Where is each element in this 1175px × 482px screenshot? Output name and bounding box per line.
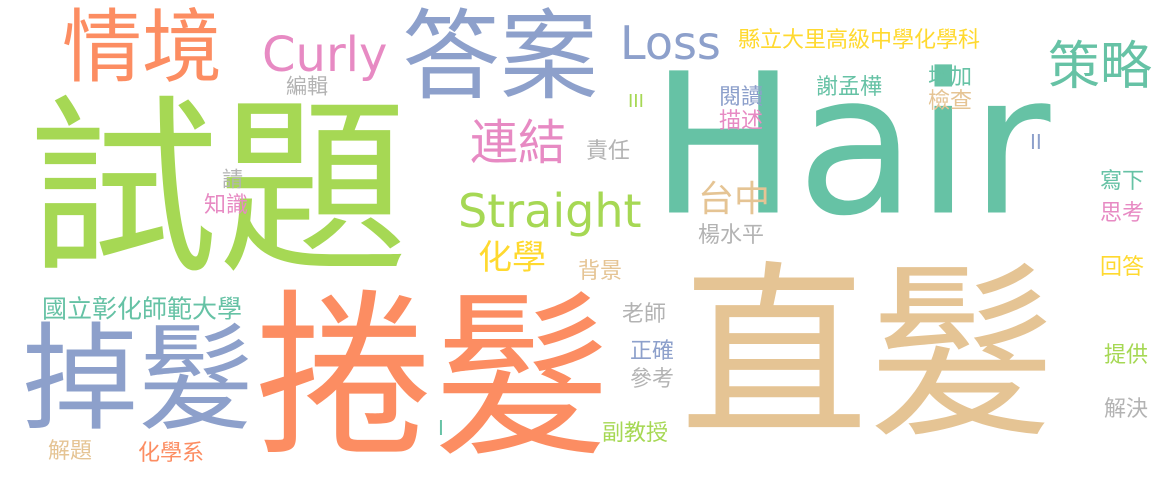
word-dali-school: 縣立大里高級中學化學科 — [738, 28, 981, 53]
word-roman-iii: III — [628, 91, 644, 112]
word-juanfa: 捲髮 — [255, 274, 611, 481]
word-jiejue: 解決 — [1104, 397, 1149, 422]
word-huida: 回答 — [1100, 255, 1145, 280]
word-daan: 答案 — [402, 0, 599, 114]
word-shiti: 試題 — [28, 79, 409, 300]
word-ncue: 國立彰化師範大學 — [42, 294, 243, 324]
word-yuedu: 閱讀 — [719, 85, 764, 110]
word-curly: Curly — [262, 27, 388, 83]
word-lianjie: 連結 — [470, 115, 567, 171]
word-huaxuexi: 化學系 — [138, 441, 205, 466]
word-celue: 策略 — [1048, 37, 1153, 97]
word-zhifa: 直髮 — [680, 245, 1056, 464]
word-diaofa: 掉髮 — [22, 312, 254, 447]
word-fu-jiaoshou: 副教授 — [602, 421, 669, 446]
word-taizhong: 台中 — [698, 179, 771, 220]
word-jiancha: 檢查 — [928, 89, 973, 114]
word-laoshi: 老師 — [622, 302, 667, 327]
word-yang-shuiping: 楊水平 — [698, 223, 765, 248]
word-straight: Straight — [458, 184, 642, 238]
word-beijing: 背景 — [578, 259, 623, 284]
word-roman-ii: II — [1030, 130, 1042, 154]
word-xie-menghua: 謝孟樺 — [816, 75, 883, 100]
word-jieti: 解題 — [48, 439, 93, 464]
word-tigong: 提供 — [1104, 343, 1149, 368]
word-qingjing: 情境 — [62, 1, 222, 94]
word-roman-i: I — [438, 416, 444, 440]
word-hair: Hair — [650, 31, 1051, 259]
word-xiexia: 寫下 — [1100, 169, 1145, 194]
word-loss: Loss — [620, 16, 721, 70]
word-zhishi: 知識 — [204, 193, 249, 218]
word-zhengque: 正確 — [630, 339, 675, 364]
word-zeren: 責任 — [586, 139, 631, 164]
word-miaoshu: 描述 — [719, 109, 764, 134]
word-huaxue: 化學 — [478, 238, 546, 278]
word-cankao: 參考 — [630, 367, 675, 392]
word-zengjia: 增加 — [928, 65, 973, 90]
word-qing: 請 — [222, 167, 243, 192]
word-bianji: 編輯 — [286, 74, 328, 99]
word-sikao: 思考 — [1100, 201, 1145, 226]
